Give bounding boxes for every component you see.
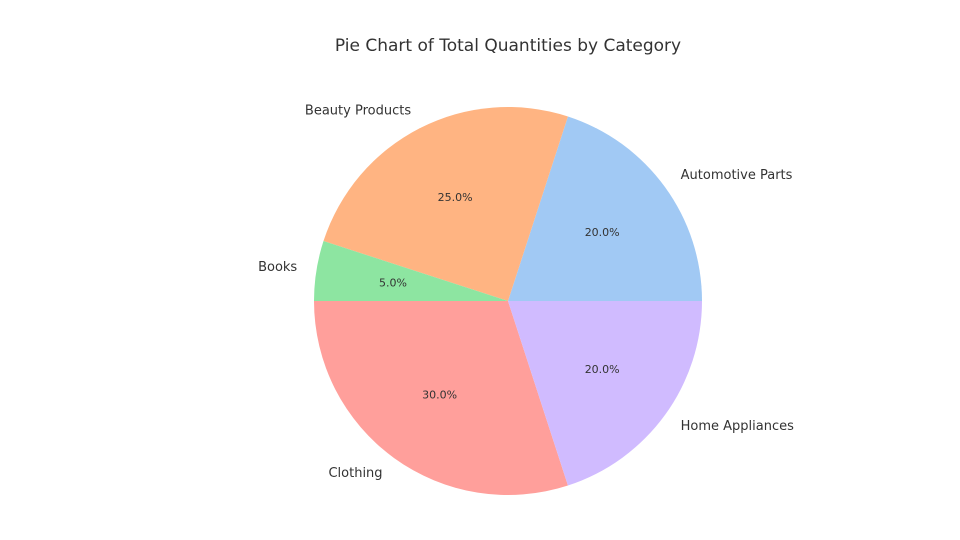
category-label-beauty-products: Beauty Products [305, 103, 411, 118]
category-label-home-appliances: Home Appliances [681, 419, 794, 434]
percent-label-home-appliances: 20.0% [585, 363, 620, 376]
category-label-automotive-parts: Automotive Parts [681, 168, 793, 183]
category-label-clothing: Clothing [328, 466, 382, 481]
percent-label-books: 5.0% [379, 276, 407, 289]
category-labels: Automotive Parts Beauty Products Books Clot… [258, 103, 794, 481]
pie-slice-automotive-parts [508, 116, 702, 302]
pie-slices [314, 107, 702, 495]
percent-labels: 20.0% 25.0% 5.0% 30.0% 20.0% [379, 191, 620, 402]
percent-label-clothing: 30.0% [422, 389, 457, 402]
pie-slice-beauty-products [323, 107, 568, 301]
category-label-books: Books [258, 260, 297, 275]
pie-slice-books [314, 241, 508, 301]
percent-label-automotive-parts: 20.0% [585, 226, 620, 239]
percent-label-beauty-products: 25.0% [438, 191, 473, 204]
pie-slice-home-appliances [508, 301, 702, 486]
chart-title: Pie Chart of Total Quantities by Categor… [334, 36, 682, 56]
pie-slice-clothing [314, 301, 568, 495]
